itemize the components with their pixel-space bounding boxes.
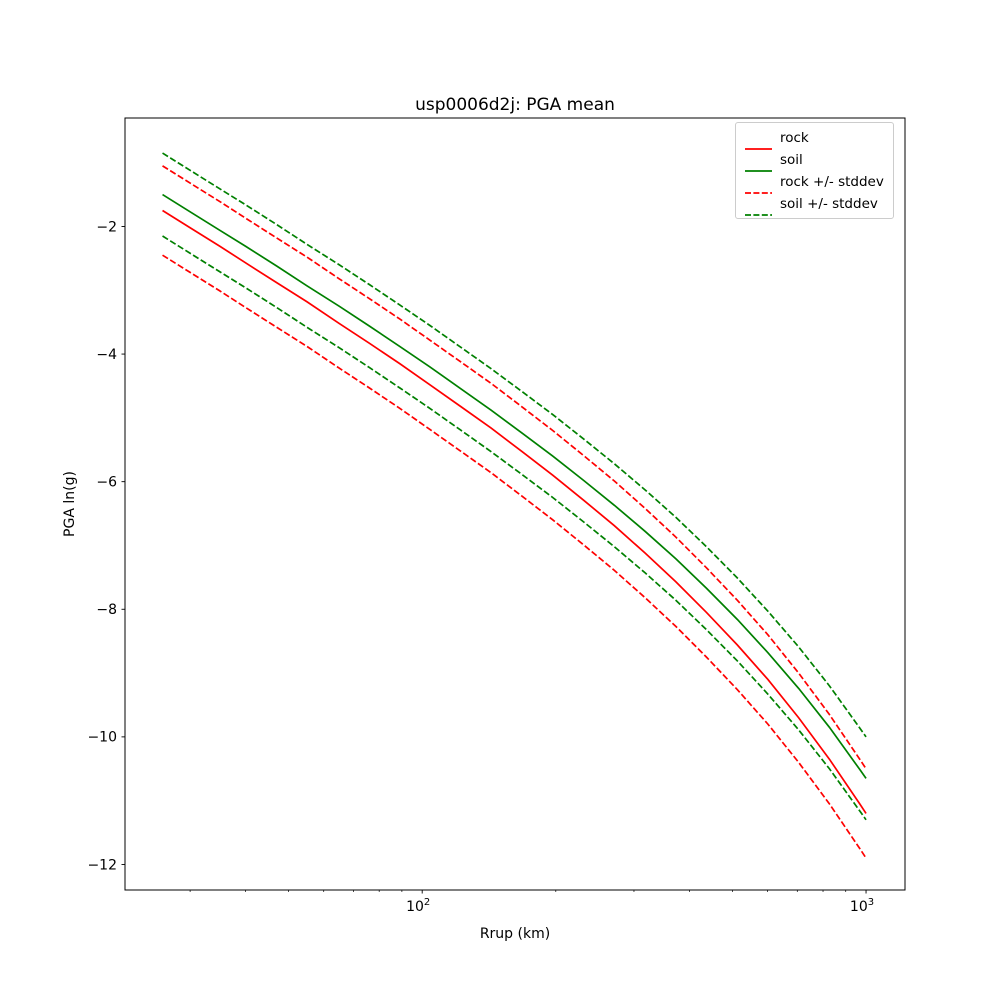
y-axis-label: PGA ln(g) [62,471,78,537]
series-line-soil [162,193,867,779]
legend: rock soil rock +/- stddev soil +/- stdde… [735,122,894,219]
legend-line-rock-stddev-icon [745,180,772,194]
y-tick-label: −8 [96,602,117,618]
x-axis-label: Rrup (km) [479,926,551,942]
legend-item-soil-stddev: soil +/- stddev [745,194,884,216]
axes-frame [124,117,906,891]
legend-label-soil-stddev: soil +/- stddev [780,195,878,212]
legend-line-rock-icon [745,136,772,150]
legend-label-rock-stddev: rock +/- stddev [780,173,884,190]
x-tick-label: 102 [406,897,430,915]
series-line-soil-stddev-lower [162,235,867,821]
series-line-rock-stddev-lower [162,254,867,859]
y-tick-label: −4 [96,347,117,363]
x-tick-label: 103 [850,897,874,915]
chart-title: usp0006d2j: PGA mean [415,95,615,115]
series-line-rock [162,209,867,814]
legend-label-soil: soil [780,151,803,168]
y-tick-label: −6 [96,474,117,490]
legend-line-soil-icon [745,158,772,172]
y-tick-label: −10 [87,730,117,746]
legend-line-soil-stddev-icon [745,202,772,216]
series-line-rock-stddev-upper [162,165,867,770]
legend-label-rock: rock [780,129,809,146]
y-tick-label: −2 [96,219,117,235]
y-tick-label: −12 [87,857,117,873]
series-line-soil-stddev-upper [162,152,867,738]
legend-item-rock-stddev: rock +/- stddev [745,172,884,194]
legend-item-rock: rock [745,128,884,150]
legend-item-soil: soil [745,150,884,172]
plot-area [125,118,905,890]
